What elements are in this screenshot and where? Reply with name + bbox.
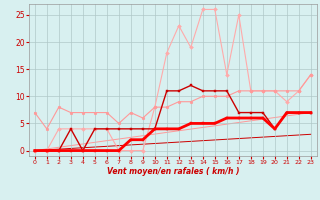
X-axis label: Vent moyen/en rafales ( km/h ): Vent moyen/en rafales ( km/h ) bbox=[107, 167, 239, 176]
